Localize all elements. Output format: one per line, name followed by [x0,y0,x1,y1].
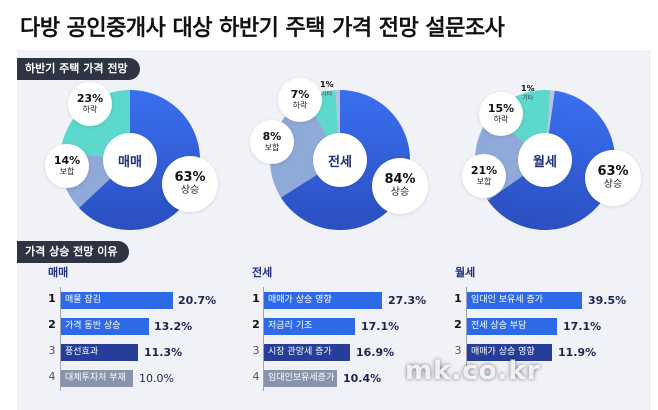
bar-value: 16.9% [356,346,395,359]
rank-label: 2 [252,318,260,331]
rank-label: 2 [454,318,462,331]
bubble-rise: 63% 상승 [585,150,641,206]
bar-value: 10.0% [139,372,174,385]
bubble-hold: 21% 보합 [462,154,506,198]
rank-label: 1 [252,292,260,305]
page-title: 다방 공인중개사 대상 하반기 주택 가격 전망 설문조사 [20,16,505,41]
bar: 임대인보유세증가 [264,370,337,387]
rank-label: 2 [48,318,56,331]
group-title: 월세 [455,266,476,279]
section-header-outlook: 하반기 주택 가격 전망 [17,58,140,80]
rank-label: 3 [48,344,56,357]
donut-center-label: 매매 [103,133,157,187]
rank-label: 4 [48,370,56,383]
bubble-hold: 8% 보합 [250,120,294,164]
bar: 임대인 보유세 증가 [467,292,582,309]
bar-value: 13.2% [154,320,193,333]
bubble-rise: 63% 상승 [162,156,218,212]
label-other: 1% 기타 [320,80,334,98]
bar-axis [466,287,467,371]
bubble-hold: 14% 보합 [45,144,89,188]
bar-axis [263,287,264,391]
bubble-fall: 23% 하락 [68,82,112,126]
label-other: 1% 기타 [521,84,535,102]
bar: 매물 잠김 [61,292,173,309]
bar: 풍선효과 [61,344,138,361]
watermark: mk.co.kr [405,356,541,386]
rank-label: 3 [252,344,260,357]
bar: 전세 상승 부담 [467,318,557,335]
bar-value: 10.4% [343,372,382,385]
group-title: 매매 [48,266,69,279]
bar-value: 11.3% [144,346,183,359]
bubble-fall: 15% 하락 [479,92,523,136]
donut-center-label: 월세 [518,133,572,187]
bar: 대체투자처 부재 [61,370,133,387]
section-header-reasons: 가격 상승 전망 이유 [17,241,130,263]
bar: 시장 관망세 증가 [264,344,350,361]
bar-value: 17.1% [563,320,602,333]
bar: 매매가 상승 영향 [264,292,382,309]
bar-value: 27.3% [388,294,427,307]
rank-label: 1 [48,292,56,305]
bar-value: 39.5% [588,294,627,307]
bar-value: 11.9% [558,346,597,359]
bar-value: 20.7% [178,294,217,307]
rank-label: 3 [454,344,462,357]
bar-axis [60,287,61,391]
bar-value: 17.1% [361,320,400,333]
rank-label: 1 [454,292,462,305]
donut-center-label: 전세 [313,133,367,187]
bar: 매매가 상승 영향 [467,344,552,361]
group-title: 전세 [252,266,273,279]
bubble-rise: 84% 상승 [372,158,428,214]
bar: 가격 동반 상승 [61,318,149,335]
bubble-fall: 7% 하락 [278,78,322,122]
slice-hold [270,98,340,198]
bar: 저금리 기조 [264,318,355,335]
rank-label: 4 [252,370,260,383]
